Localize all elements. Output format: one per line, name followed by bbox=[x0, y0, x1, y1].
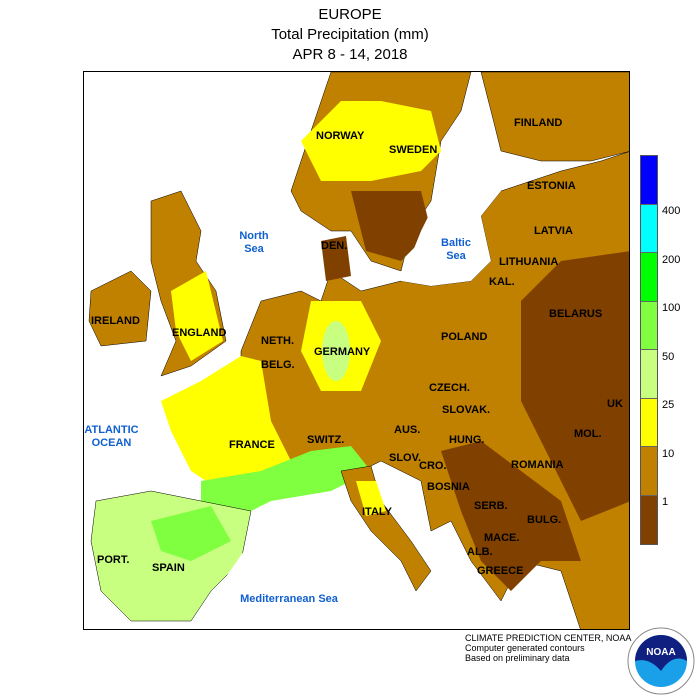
label-france: FRANCE bbox=[229, 439, 275, 451]
label-denmark: DEN. bbox=[321, 240, 348, 252]
land-ireland bbox=[88, 270, 152, 347]
label-baltic-sea: Baltic Sea bbox=[441, 237, 471, 262]
noaa-logo: NOAA bbox=[627, 627, 695, 695]
label-ukraine: UK bbox=[607, 398, 623, 410]
baltic-sea bbox=[401, 181, 501, 286]
label-serbia: SERB. bbox=[474, 500, 508, 512]
label-slovakia: SLOVAK. bbox=[442, 404, 491, 416]
label-estonia: ESTONIA bbox=[527, 180, 576, 192]
label-atlantic-ocean: ATLANTIC OCEAN bbox=[84, 424, 139, 449]
footer-note-2: Based on preliminary data bbox=[465, 653, 570, 663]
legend-swatch bbox=[641, 156, 657, 205]
svg-text:NOAA: NOAA bbox=[646, 647, 675, 658]
footer-note: Computer generated contours bbox=[465, 643, 585, 653]
label-ireland: IRELAND bbox=[91, 315, 140, 327]
wet-england bbox=[171, 271, 223, 361]
precipitation-map: NORWAY SWEDEN FINLAND ESTONIA LATVIA LIT… bbox=[83, 71, 630, 630]
label-croatia: CRO. bbox=[419, 460, 447, 472]
label-belarus: BELARUS bbox=[549, 308, 603, 320]
legend-swatch bbox=[641, 495, 657, 544]
dry-sweden bbox=[351, 191, 431, 261]
label-netherlands: NETH. bbox=[261, 335, 294, 347]
label-romania: ROMANIA bbox=[511, 459, 564, 471]
label-slovenia: SLOV. bbox=[389, 452, 421, 464]
legend-swatch bbox=[641, 398, 657, 447]
label-portugal: PORT. bbox=[97, 554, 130, 566]
legend-swatch bbox=[641, 350, 657, 399]
label-albania: ALB. bbox=[467, 546, 493, 558]
label-mediterranean-sea: Mediterranean Sea bbox=[240, 593, 338, 605]
footer-credit: CLIMATE PREDICTION CENTER, NOAA bbox=[465, 633, 632, 643]
legend-label: 100 bbox=[662, 302, 681, 314]
label-north-sea: North Sea bbox=[239, 230, 269, 255]
label-poland: POLAND bbox=[441, 331, 488, 343]
legend-swatch bbox=[641, 204, 657, 253]
map-date: APR 8 - 14, 2018 bbox=[292, 46, 408, 63]
legend-swatch bbox=[641, 253, 657, 302]
label-czech: CZECH. bbox=[429, 382, 470, 394]
label-bosnia: BOSNIA bbox=[427, 481, 470, 493]
label-greece: GREECE bbox=[477, 565, 524, 577]
label-italy: ITALY bbox=[362, 506, 392, 518]
wet-germany-core bbox=[322, 321, 350, 381]
label-austria: AUS. bbox=[394, 424, 421, 436]
map-subtitle: Total Precipitation (mm) bbox=[271, 26, 429, 43]
label-macedonia: MACE. bbox=[484, 532, 520, 544]
land-finland bbox=[480, 72, 629, 162]
legend-label: 25 bbox=[662, 399, 675, 411]
legend-label: 1 bbox=[662, 496, 669, 508]
label-hungary: HUNG. bbox=[449, 434, 485, 446]
map-shapes bbox=[88, 72, 629, 629]
wet-norway bbox=[301, 101, 441, 181]
label-norway: NORWAY bbox=[316, 130, 365, 142]
dry-balkans bbox=[441, 441, 581, 591]
label-finland: FINLAND bbox=[514, 117, 563, 129]
wet-spain-center bbox=[151, 506, 231, 561]
label-switzerland: SWITZ. bbox=[307, 434, 345, 446]
wet-alps bbox=[201, 446, 371, 521]
wet-france bbox=[161, 356, 291, 491]
legend-label: 400 bbox=[662, 205, 681, 217]
label-lithuania: LITHUANIA bbox=[499, 256, 559, 268]
map-title: EUROPE bbox=[318, 6, 382, 23]
label-bulgaria: BULG. bbox=[527, 514, 562, 526]
legend-label: 50 bbox=[662, 351, 675, 363]
legend-label: 200 bbox=[662, 254, 681, 266]
label-moldova: MOL. bbox=[574, 428, 602, 440]
label-belgium: BELG. bbox=[261, 359, 295, 371]
label-kaliningrad: KAL. bbox=[489, 276, 515, 288]
label-england: ENGLAND bbox=[172, 327, 227, 339]
color-legend bbox=[640, 155, 658, 545]
label-spain: SPAIN bbox=[152, 562, 185, 574]
legend-label: 10 bbox=[662, 448, 675, 460]
label-germany: GERMANY bbox=[314, 346, 371, 358]
label-sweden: SWEDEN bbox=[389, 144, 438, 156]
legend-swatch bbox=[641, 301, 657, 350]
legend-swatch bbox=[641, 447, 657, 496]
wet-italy bbox=[356, 481, 386, 516]
dry-east bbox=[521, 251, 629, 521]
mediterranean-sea bbox=[192, 521, 480, 629]
land-denmark bbox=[321, 236, 351, 281]
label-latvia: LATVIA bbox=[534, 225, 573, 237]
